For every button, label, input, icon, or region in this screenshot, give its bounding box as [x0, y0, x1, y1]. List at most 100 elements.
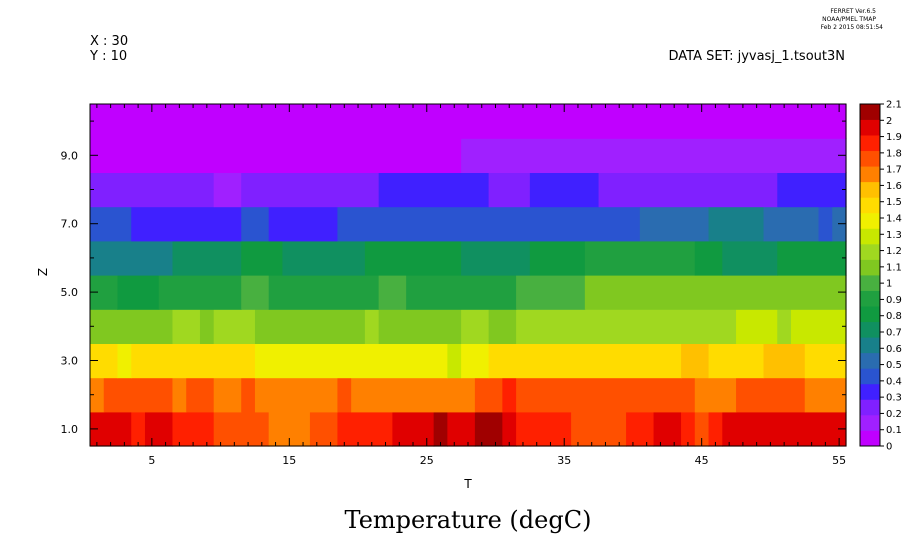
heatmap-cell-z2-2 — [172, 377, 187, 413]
colorbar-swatch-16 — [860, 181, 880, 198]
heatmap-cell-z1-20 — [708, 411, 723, 447]
x-position-label: X : 30 — [90, 34, 128, 49]
heatmap-cell-z1-3 — [172, 411, 215, 447]
heatmap-cell-z8-1 — [213, 172, 242, 208]
heatmap-cells — [90, 104, 847, 447]
heatmap-cell-z5-2 — [158, 275, 242, 310]
colorbar-label-5: 0.5 — [886, 360, 902, 371]
colorbar-label-15: 1.5 — [886, 197, 902, 208]
heatmap-cell-z7-6 — [639, 206, 710, 242]
axis-tick-labels: 5 15 25 35 45 55 1.0 3.0 5.0 7.0 9.0 — [61, 149, 847, 467]
heatmap-cell-z1-15 — [571, 411, 627, 447]
colorbar-label-17: 1.7 — [886, 165, 902, 176]
heatmap-cell-z2-1 — [103, 377, 174, 413]
colorbar-frame — [859, 103, 881, 447]
colorbar-label-3: 0.3 — [886, 393, 902, 404]
heatmap-cell-z4-1 — [172, 309, 201, 344]
heatmap-cell-z5-8 — [584, 275, 847, 310]
y-axis-label: Z — [36, 268, 50, 276]
heatmap-cell-z2-9 — [474, 377, 503, 413]
heatmap-cell-z3-8 — [708, 343, 765, 379]
plot-axes — [89, 103, 847, 447]
heatmap-cell-z4-2 — [199, 309, 215, 344]
heatmap-cell-z2-13 — [736, 377, 806, 413]
heatmap-cell-z3-7 — [681, 343, 710, 379]
colorbar-swatch-9 — [860, 290, 880, 307]
colorbar-swatch-7 — [860, 321, 880, 338]
heatmap-cell-z3-5 — [461, 343, 490, 379]
heatmap-cell-z8-4 — [488, 172, 531, 208]
x-tick-label-35: 35 — [557, 454, 571, 467]
stamp-line-2: NOAA/PMEL TMAP — [822, 16, 876, 23]
heatmap-cell-z7-2 — [241, 206, 270, 242]
dataset-label: DATA SET: jyvasj_1.tsout3N — [668, 49, 845, 64]
heatmap-cell-z4-9 — [516, 309, 737, 344]
heatmap-cell-z2-3 — [186, 377, 215, 413]
colorbar-label-11: 1.1 — [886, 262, 902, 273]
colorbar-swatch-10 — [860, 275, 880, 291]
colorbar-label-0: 0 — [886, 442, 892, 453]
heatmap-cell-z4-6 — [378, 309, 462, 344]
heatmap-cell-z1-18 — [681, 411, 696, 447]
heatmap-cell-z5-5 — [378, 275, 407, 310]
x-tick-label-15: 15 — [282, 454, 296, 467]
heatmap-cell-z8-5 — [529, 172, 600, 208]
heatmap-cell-z6-3 — [282, 240, 366, 276]
colorbar-swatch-2 — [860, 399, 880, 416]
colorbar-swatch-6 — [860, 337, 880, 354]
heatmap-cell-z7-9 — [818, 206, 833, 242]
heatmap-cell-z2-0 — [90, 377, 105, 413]
heatmap-cell-z1-13 — [516, 411, 531, 447]
heatmap-cell-z9-0 — [90, 138, 462, 173]
colorbar-swatch-11 — [860, 259, 880, 276]
heatmap-cell-z1-11 — [474, 411, 503, 447]
heatmap-cell-z1-4 — [213, 411, 270, 447]
heatmap-cell-z7-5 — [378, 206, 641, 242]
colorbar-swatch-5 — [860, 352, 880, 369]
heatmap-cell-z10-0 — [90, 104, 847, 139]
colorbar-swatch-1 — [860, 414, 880, 431]
heatmap-cell-z6-7 — [584, 240, 696, 276]
colorbar-label-8: 0.8 — [886, 311, 902, 322]
heatmap-cell-z5-3 — [241, 275, 270, 310]
y-tick-label-7: 7.0 — [61, 218, 79, 231]
colorbar-swatch-12 — [860, 243, 880, 260]
heatmap-cell-z1-14 — [529, 411, 572, 447]
heatmap-cell-z7-3 — [268, 206, 339, 242]
heatmap-cell-z3-6 — [488, 343, 682, 379]
heatmap-cell-z6-9 — [722, 240, 778, 276]
colorbar-swatch-3 — [860, 383, 880, 400]
colorbar-label-19: 1.9 — [886, 132, 902, 143]
colorbar-swatch-20 — [860, 119, 880, 136]
heatmap-cell-z3-9 — [763, 343, 806, 379]
heatmap-cell-z4-12 — [791, 309, 847, 344]
heatmap-cell-z2-11 — [516, 377, 696, 413]
heatmap-cell-z2-6 — [254, 377, 339, 413]
heatmap-cell-z2-8 — [351, 377, 476, 413]
colorbar-swatch-0 — [860, 430, 880, 447]
heatmap-cell-z1-8 — [392, 411, 435, 447]
heatmap-cell-z6-5 — [461, 240, 531, 276]
colorbar-swatch-15 — [860, 197, 880, 214]
heatmap-cell-z8-3 — [378, 172, 490, 208]
heatmap-cell-z1-21 — [722, 411, 847, 447]
heatmap-cell-z1-19 — [694, 411, 710, 447]
heatmap-cell-z7-8 — [763, 206, 820, 242]
heatmap-cell-z8-0 — [90, 172, 215, 208]
x-tick-label-5: 5 — [148, 454, 155, 467]
heatmap-cell-z4-3 — [213, 309, 256, 344]
heatmap-cell-z6-10 — [777, 240, 847, 276]
colorbar-swatch-17 — [860, 166, 880, 183]
y-tick-label-9: 9.0 — [61, 149, 79, 162]
colorbar-label-12: 1.2 — [886, 246, 902, 257]
heatmap-cell-z3-4 — [447, 343, 462, 379]
heatmap-cell-z6-4 — [364, 240, 462, 276]
heatmap-cell-z6-2 — [241, 240, 284, 276]
heatmap-cell-z2-10 — [502, 377, 517, 413]
y-tick-label-3: 3.0 — [61, 355, 79, 368]
colorbar-swatch-8 — [860, 306, 880, 323]
colorbar-label-6: 0.6 — [886, 344, 902, 355]
heatmap-cell-z4-10 — [736, 309, 778, 344]
y-position-label: Y : 10 — [89, 49, 127, 64]
